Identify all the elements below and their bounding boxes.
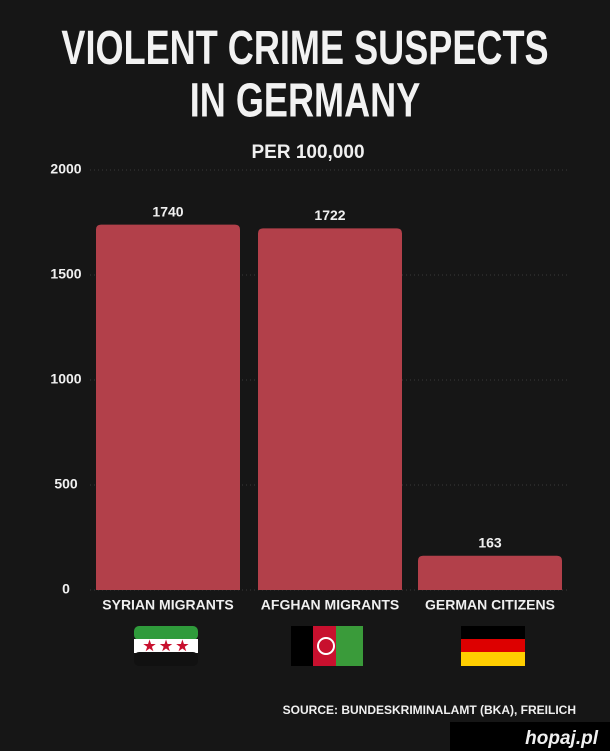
y-tick-label: 500 (54, 476, 78, 492)
y-tick-label: 1500 (50, 266, 81, 282)
chart-title: VIOLENT CRIME SUSPECTS IN GERMANY (61, 20, 549, 128)
watermark: hopaj.pl (525, 728, 599, 749)
value-label: 163 (478, 534, 502, 550)
bar (418, 555, 562, 590)
y-tick-label: 2000 (50, 161, 81, 177)
source: SOURCE: BUNDESKRIMINALAMT (BKA), FREILIC… (283, 703, 576, 717)
chart-subtitle: PER 100,000 (251, 142, 364, 163)
x-tick-label: GERMAN CITIZENS (425, 597, 555, 613)
x-tick-label: SYRIAN MIGRANTS (102, 597, 233, 613)
bar (96, 224, 240, 590)
value-label: 1722 (314, 207, 345, 223)
y-tick-label: 0 (62, 581, 70, 597)
flag-syria: ★ ★ ★ (134, 626, 198, 666)
svg-text:★ ★ ★: ★ ★ ★ (143, 638, 189, 654)
value-label: 1740 (152, 203, 183, 219)
bar (258, 228, 402, 590)
y-tick-label: 1000 (50, 371, 81, 387)
flag-afghanistan (291, 626, 363, 666)
x-tick-label: AFGHAN MIGRANTS (261, 597, 399, 613)
watermark-bg (450, 722, 610, 751)
flag-germany (461, 626, 525, 666)
